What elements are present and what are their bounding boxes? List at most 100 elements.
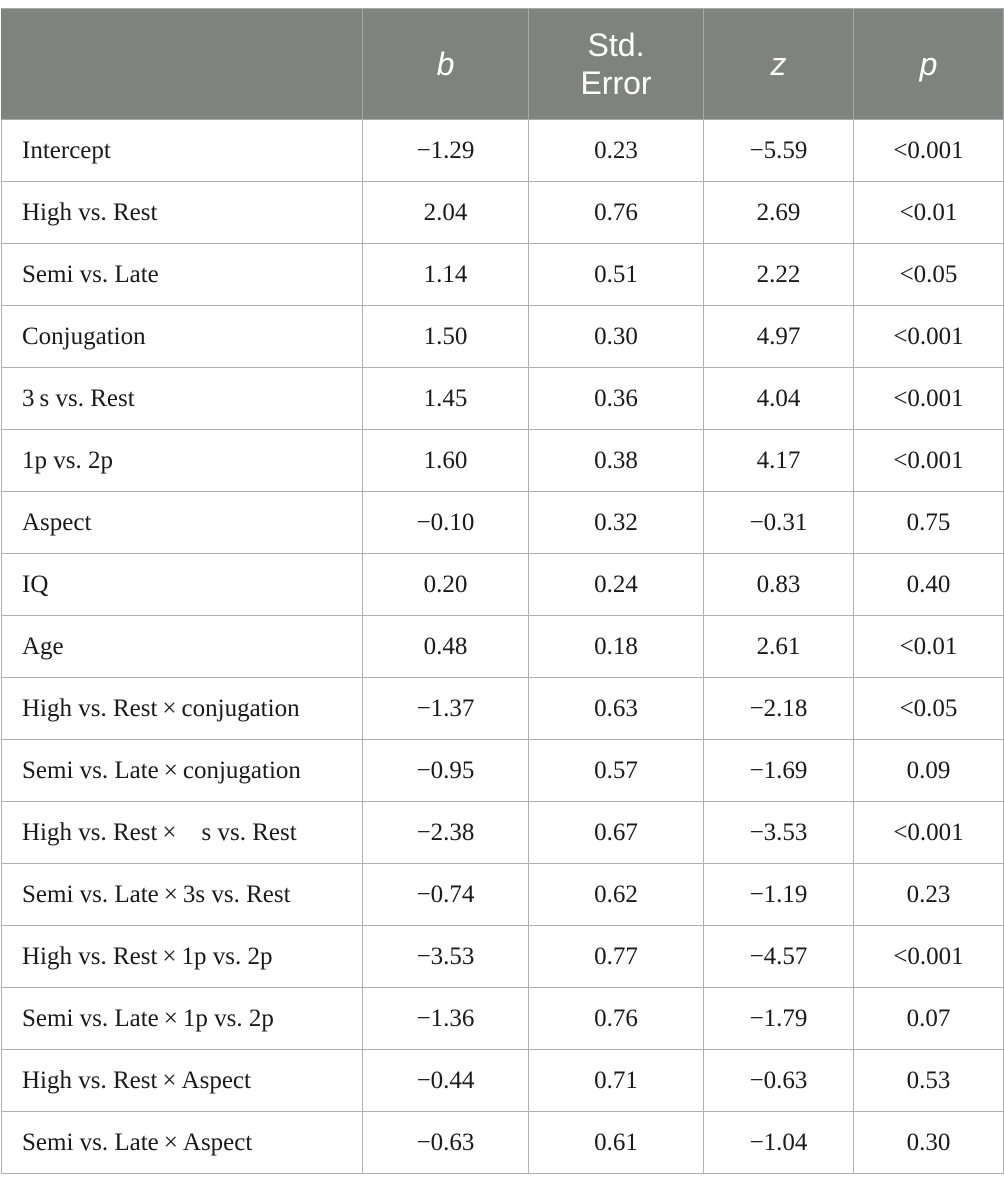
table-row: Aspect −0.10 0.32 −0.31 0.75 — [1, 491, 1004, 554]
p-value: 0.23 — [853, 863, 1004, 926]
header-p: p — [853, 8, 1004, 120]
b-value: −3.53 — [362, 925, 529, 988]
std-error-value: 0.76 — [528, 987, 704, 1050]
b-value: 0.48 — [362, 615, 529, 678]
std-error-value: 0.32 — [528, 491, 704, 554]
table-row: Age 0.48 0.18 2.61 <0.01 — [1, 615, 1004, 678]
header-stub — [1, 8, 363, 120]
b-value: −0.10 — [362, 491, 529, 554]
b-value: 2.04 — [362, 181, 529, 244]
z-value: −2.18 — [703, 677, 854, 740]
table-row: Conjugation 1.50 0.30 4.97 <0.001 — [1, 305, 1004, 368]
z-value: 2.61 — [703, 615, 854, 678]
p-value: <0.001 — [853, 119, 1004, 182]
p-value: 0.30 — [853, 1111, 1004, 1174]
row-label: Conjugation — [1, 305, 363, 368]
z-value: 2.69 — [703, 181, 854, 244]
table-row: Semi vs. Late × 3s vs. Rest −0.74 0.62 −1.1… — [1, 863, 1004, 926]
row-label: 1p vs. 2p — [1, 429, 363, 492]
b-value: −2.38 — [362, 801, 529, 864]
row-label: Intercept — [1, 119, 363, 182]
std-error-value: 0.18 — [528, 615, 704, 678]
row-label: High vs. Rest × conjugation — [1, 677, 363, 740]
table-row: 3 s vs. Rest 1.45 0.36 4.04 <0.001 — [1, 367, 1004, 430]
b-value: 1.14 — [362, 243, 529, 306]
p-value: <0.001 — [853, 367, 1004, 430]
std-error-value: 0.24 — [528, 553, 704, 616]
row-label: Semi vs. Late × 3s vs. Rest — [1, 863, 363, 926]
row-label: IQ — [1, 553, 363, 616]
z-value: −1.69 — [703, 739, 854, 802]
p-value: <0.01 — [853, 181, 1004, 244]
std-error-value: 0.36 — [528, 367, 704, 430]
p-value: 0.40 — [853, 553, 1004, 616]
z-value: −1.19 — [703, 863, 854, 926]
b-value: −0.63 — [362, 1111, 529, 1174]
std-error-value: 0.67 — [528, 801, 704, 864]
z-value: 0.83 — [703, 553, 854, 616]
row-label: Semi vs. Late × 1p vs. 2p — [1, 987, 363, 1050]
regression-table: b Std. Error z p Intercept −1.29 0.23 −5.59… — [1, 8, 1004, 1174]
table-row: IQ 0.20 0.24 0.83 0.40 — [1, 553, 1004, 616]
std-error-value: 0.38 — [528, 429, 704, 492]
row-label: Semi vs. Late × Aspect — [1, 1111, 363, 1174]
p-value: <0.001 — [853, 925, 1004, 988]
b-value: −1.36 — [362, 987, 529, 1050]
table-row: High vs. Rest 2.04 0.76 2.69 <0.01 — [1, 181, 1004, 244]
p-value: <0.001 — [853, 429, 1004, 492]
b-value: 0.20 — [362, 553, 529, 616]
row-label: Age — [1, 615, 363, 678]
b-value: 1.50 — [362, 305, 529, 368]
table-row: Semi vs. Late × Aspect −0.63 0.61 −1.04 0.30 — [1, 1111, 1004, 1174]
b-value: −1.29 — [362, 119, 529, 182]
std-error-value: 0.63 — [528, 677, 704, 740]
table-header: b Std. Error z p — [1, 8, 1004, 120]
b-value: −0.74 — [362, 863, 529, 926]
std-error-value: 0.71 — [528, 1049, 704, 1112]
z-value: −5.59 — [703, 119, 854, 182]
table-row: Semi vs. Late × conjugation −0.95 0.57 −1.6… — [1, 739, 1004, 802]
z-value: −1.79 — [703, 987, 854, 1050]
row-label: High vs. Rest × Aspect — [1, 1049, 363, 1112]
header-std-error: Std. Error — [528, 8, 704, 120]
std-error-value: 0.61 — [528, 1111, 704, 1174]
row-label: High vs. Rest × s vs. Rest — [1, 801, 363, 864]
table-row: High vs. Rest × conjugation −1.37 0.63 −2.1… — [1, 677, 1004, 740]
b-value: 1.45 — [362, 367, 529, 430]
table-row: Intercept −1.29 0.23 −5.59 <0.001 — [1, 119, 1004, 182]
row-label: Semi vs. Late — [1, 243, 363, 306]
p-value: <0.01 — [853, 615, 1004, 678]
table-row: 1p vs. 2p 1.60 0.38 4.17 <0.001 — [1, 429, 1004, 492]
table-row: High vs. Rest × 1p vs. 2p −3.53 0.77 −4.57 <… — [1, 925, 1004, 988]
header-b: b — [362, 8, 529, 120]
std-error-value: 0.77 — [528, 925, 704, 988]
z-value: 4.04 — [703, 367, 854, 430]
std-error-value: 0.57 — [528, 739, 704, 802]
p-value: 0.09 — [853, 739, 1004, 802]
p-value: <0.05 — [853, 243, 1004, 306]
row-label: Aspect — [1, 491, 363, 554]
p-value: 0.53 — [853, 1049, 1004, 1112]
table-row: Semi vs. Late 1.14 0.51 2.22 <0.05 — [1, 243, 1004, 306]
z-value: −3.53 — [703, 801, 854, 864]
p-value: <0.05 — [853, 677, 1004, 740]
table-row: High vs. Rest × s vs. Rest −2.38 0.67 −3.53… — [1, 801, 1004, 864]
std-error-value: 0.62 — [528, 863, 704, 926]
row-label: High vs. Rest × 1p vs. 2p — [1, 925, 363, 988]
p-value: 0.07 — [853, 987, 1004, 1050]
header-z: z — [703, 8, 854, 120]
z-value: −0.63 — [703, 1049, 854, 1112]
p-value: <0.001 — [853, 305, 1004, 368]
z-value: −4.57 — [703, 925, 854, 988]
table-row: High vs. Rest × Aspect −0.44 0.71 −0.63 0.53 — [1, 1049, 1004, 1112]
table-body: Intercept −1.29 0.23 −5.59 <0.001 High vs. Re… — [1, 119, 1004, 1174]
b-value: 1.60 — [362, 429, 529, 492]
std-error-value: 0.76 — [528, 181, 704, 244]
row-label: High vs. Rest — [1, 181, 363, 244]
b-value: −1.37 — [362, 677, 529, 740]
std-error-value: 0.23 — [528, 119, 704, 182]
std-error-value: 0.51 — [528, 243, 704, 306]
b-value: −0.95 — [362, 739, 529, 802]
std-error-value: 0.30 — [528, 305, 704, 368]
row-label: 3 s vs. Rest — [1, 367, 363, 430]
